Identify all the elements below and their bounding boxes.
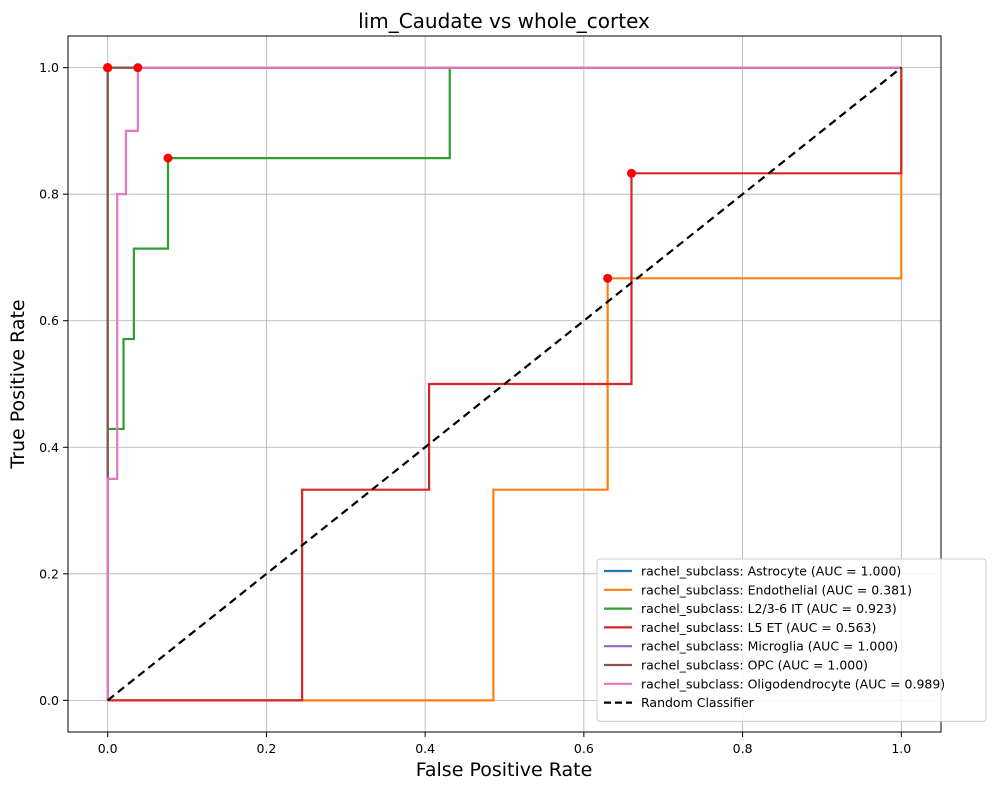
y-tick-label: 0.8 bbox=[39, 187, 59, 202]
series-line-5 bbox=[106, 66, 902, 479]
optimal-point-marker-2 bbox=[163, 153, 173, 163]
marker-layer bbox=[103, 63, 636, 283]
optimal-point-marker-3 bbox=[626, 168, 636, 178]
y-tick-label: 0.2 bbox=[39, 566, 59, 581]
optimal-point-marker-1 bbox=[603, 273, 613, 283]
x-tick-label: 0.0 bbox=[98, 741, 118, 756]
legend-box bbox=[596, 558, 987, 722]
series-line-3 bbox=[107, 67, 903, 702]
x-axis-label: False Positive Rate bbox=[416, 759, 593, 781]
x-tick-label: 0.8 bbox=[733, 741, 753, 756]
x-tick-label: 0.2 bbox=[256, 741, 276, 756]
plot-frame bbox=[67, 35, 942, 733]
legend-label: rachel_subclass: Endothelial (AUC = 0.38… bbox=[641, 582, 912, 597]
tick-layer: 0.0 0.2 0.4 0.6 0.8 1.0 0.0 0.2 0.4 0.6 0.8 1.0 bbox=[39, 60, 911, 756]
y-tick-label: 0.4 bbox=[39, 440, 59, 455]
series-line-1 bbox=[107, 67, 903, 702]
x-tick-label: 1.0 bbox=[891, 741, 911, 756]
legend-label: rachel_subclass: L2/3-6 IT (AUC = 0.923) bbox=[641, 601, 897, 616]
y-tick-label: 0.6 bbox=[39, 313, 59, 328]
x-tick-label: 0.4 bbox=[415, 741, 435, 756]
optimal-point-marker-6 bbox=[133, 63, 143, 73]
legend-label: Random Classifier bbox=[641, 695, 755, 710]
series-line-6 bbox=[106, 66, 902, 701]
legend-label: rachel_subclass: L5 ET (AUC = 0.563) bbox=[641, 620, 876, 635]
legend-label: rachel_subclass: Microglia (AUC = 1.000) bbox=[641, 639, 898, 654]
legend-label: rachel_subclass: Oligodendrocyte (AUC = … bbox=[641, 676, 945, 691]
optimal-point-marker-5 bbox=[103, 63, 113, 73]
y-tick-label: 1.0 bbox=[39, 60, 59, 75]
random-classifier-line bbox=[106, 66, 903, 702]
legend-label: rachel_subclass: OPC (AUC = 1.000) bbox=[641, 658, 868, 673]
legend: rachel_subclass: Astrocyte (AUC = 1.000)… bbox=[596, 558, 987, 722]
x-tick-label: 0.6 bbox=[574, 741, 594, 756]
chart-title: lim_Caudate vs whole_cortex bbox=[358, 9, 650, 33]
y-tick-label: 0.0 bbox=[39, 693, 59, 708]
legend-label: rachel_subclass: Astrocyte (AUC = 1.000) bbox=[641, 564, 901, 579]
y-axis-label: True Positive Rate bbox=[7, 299, 29, 469]
